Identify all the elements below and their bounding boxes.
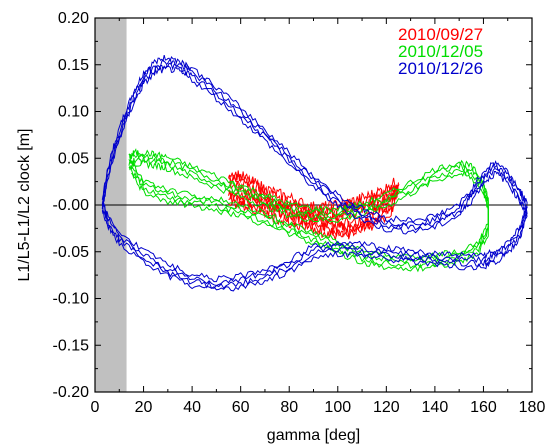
y-tick-label: 0.10	[58, 104, 89, 121]
legend-entry-1: 2010/12/05	[398, 42, 483, 61]
x-tick-label: 120	[373, 399, 400, 416]
y-tick-label: -0.00	[53, 197, 90, 214]
y-tick-label: -0.10	[53, 291, 90, 308]
y-tick-label: 0.15	[58, 57, 89, 74]
series-line-1-pass-1	[128, 156, 489, 269]
x-tick-label: 20	[135, 399, 153, 416]
series-line-2-pass-0	[101, 65, 528, 292]
x-tick-label: 100	[324, 399, 351, 416]
series-line-2-pass-1	[101, 62, 528, 290]
series-line-2-pass-3	[101, 54, 528, 283]
legend-entry-0: 2010/09/27	[398, 25, 483, 44]
axis-layer: 0 20 40 60 80 100 120 140 160 180 0.20 0.15 0.10 0.05…	[53, 10, 546, 416]
y-tick-label: 0.05	[58, 150, 89, 167]
x-tick-label: 80	[280, 399, 298, 416]
y-tick-label: -0.20	[53, 384, 90, 401]
y-tick-label: -0.15	[53, 337, 90, 354]
y-axis-title: L1/L5-L1/L2 clock [m]	[16, 129, 33, 282]
x-tick-label: 140	[422, 399, 449, 416]
series-line-2-pass-2	[101, 58, 528, 287]
series-group	[101, 54, 528, 292]
y-tick-label: 0.20	[58, 10, 89, 27]
x-tick-label: 160	[470, 399, 497, 416]
x-tick-label: 60	[232, 399, 250, 416]
y-tick-label: -0.05	[53, 244, 90, 261]
x-axis-title: gamma [deg]	[267, 427, 360, 444]
x-tick-label: 180	[519, 399, 546, 416]
legend-entry-2: 2010/12/26	[398, 59, 483, 78]
x-tick-label: 0	[91, 399, 100, 416]
x-tick-label: 40	[183, 399, 201, 416]
plot-layer	[95, 18, 532, 392]
